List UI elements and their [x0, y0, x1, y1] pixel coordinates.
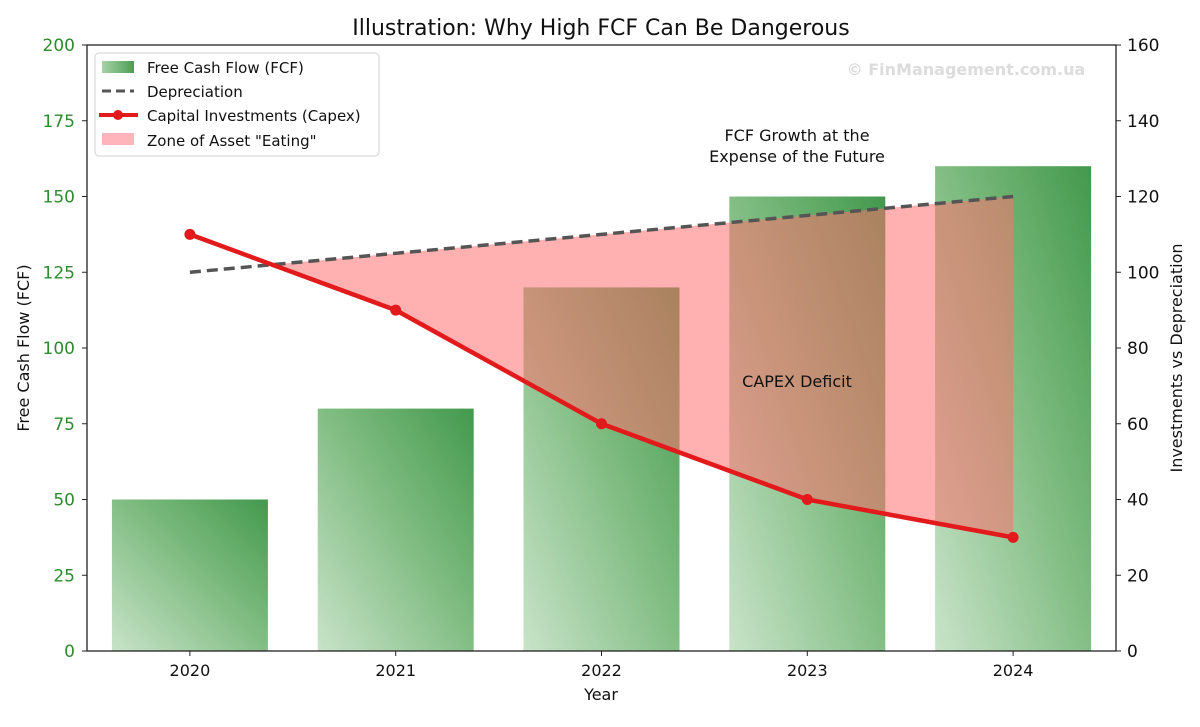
- fcf-bar-2021: [317, 408, 474, 651]
- y-left-tick-label: 125: [43, 263, 75, 283]
- y-left-tick-label: 75: [53, 415, 75, 435]
- x-tick-label: 2020: [170, 661, 211, 680]
- x-axis-label: Year: [583, 685, 618, 704]
- capex-point-2024: [1007, 531, 1019, 543]
- y-right-tick-label: 20: [1127, 566, 1149, 586]
- y-left-tick-label: 150: [43, 188, 75, 208]
- y-right-tick-label: 60: [1127, 415, 1149, 435]
- capex-point-2022: [596, 418, 607, 430]
- y-right-tick-label: 160: [1127, 36, 1159, 56]
- x-tick-label: 2023: [787, 661, 828, 680]
- x-tick-label: 2024: [993, 661, 1034, 680]
- y-axis-right-label: Investments vs Depreciation: [1167, 243, 1186, 472]
- legend-marker-capex: [113, 110, 123, 120]
- y-right-tick-label: 140: [1127, 112, 1159, 132]
- y-left-tick-label: 50: [53, 491, 75, 511]
- y-right-tick-label: 80: [1127, 339, 1149, 359]
- capex-point-2021: [390, 304, 402, 316]
- legend-label-depreciation: Depreciation: [147, 83, 243, 101]
- legend-swatch-zone: [102, 133, 134, 145]
- y-right-tick-label: 40: [1127, 491, 1149, 511]
- y-right-tick-label: 100: [1127, 263, 1159, 283]
- y-axis-left-label: Free Cash Flow (FCF): [14, 264, 33, 431]
- y-left-tick-label: 100: [43, 339, 75, 359]
- y-left-tick-label: 175: [43, 112, 75, 132]
- asset-eating-zone: [272, 196, 1014, 538]
- annotation-fcf-growth-line2: Expense of the Future: [709, 147, 885, 166]
- y-right-tick-label: 0: [1127, 642, 1138, 662]
- depreciation-line: [189, 194, 1014, 274]
- x-tick-label: 2021: [375, 661, 416, 680]
- legend-label-zone: Zone of Asset "Eating": [147, 132, 317, 150]
- capex-point-2020: [184, 228, 196, 240]
- legend-swatch-fcf: [102, 61, 134, 73]
- annotation-fcf-growth-line1: FCF Growth at the: [724, 126, 869, 145]
- legend-label-fcf: Free Cash Flow (FCF): [147, 59, 304, 77]
- legend: Free Cash Flow (FCF) Depreciation Capita…: [94, 52, 380, 157]
- chart-title: Illustration: Why High FCF Can Be Danger…: [352, 16, 849, 41]
- y-left-tick-label: 0: [64, 642, 75, 662]
- annotation-capex-deficit: CAPEX Deficit: [742, 372, 852, 391]
- capex-point-2023: [801, 494, 813, 505]
- y-left-tick-label: 25: [53, 566, 75, 586]
- y-right-tick-label: 120: [1127, 188, 1159, 208]
- fcf-bar-2020: [111, 499, 268, 651]
- y-left-tick-label: 200: [43, 36, 75, 56]
- watermark: © FinManagement.com.ua: [847, 60, 1086, 79]
- legend-box: [94, 52, 380, 157]
- x-tick-label: 2022: [581, 661, 622, 680]
- legend-label-capex: Capital Investments (Capex): [147, 107, 361, 125]
